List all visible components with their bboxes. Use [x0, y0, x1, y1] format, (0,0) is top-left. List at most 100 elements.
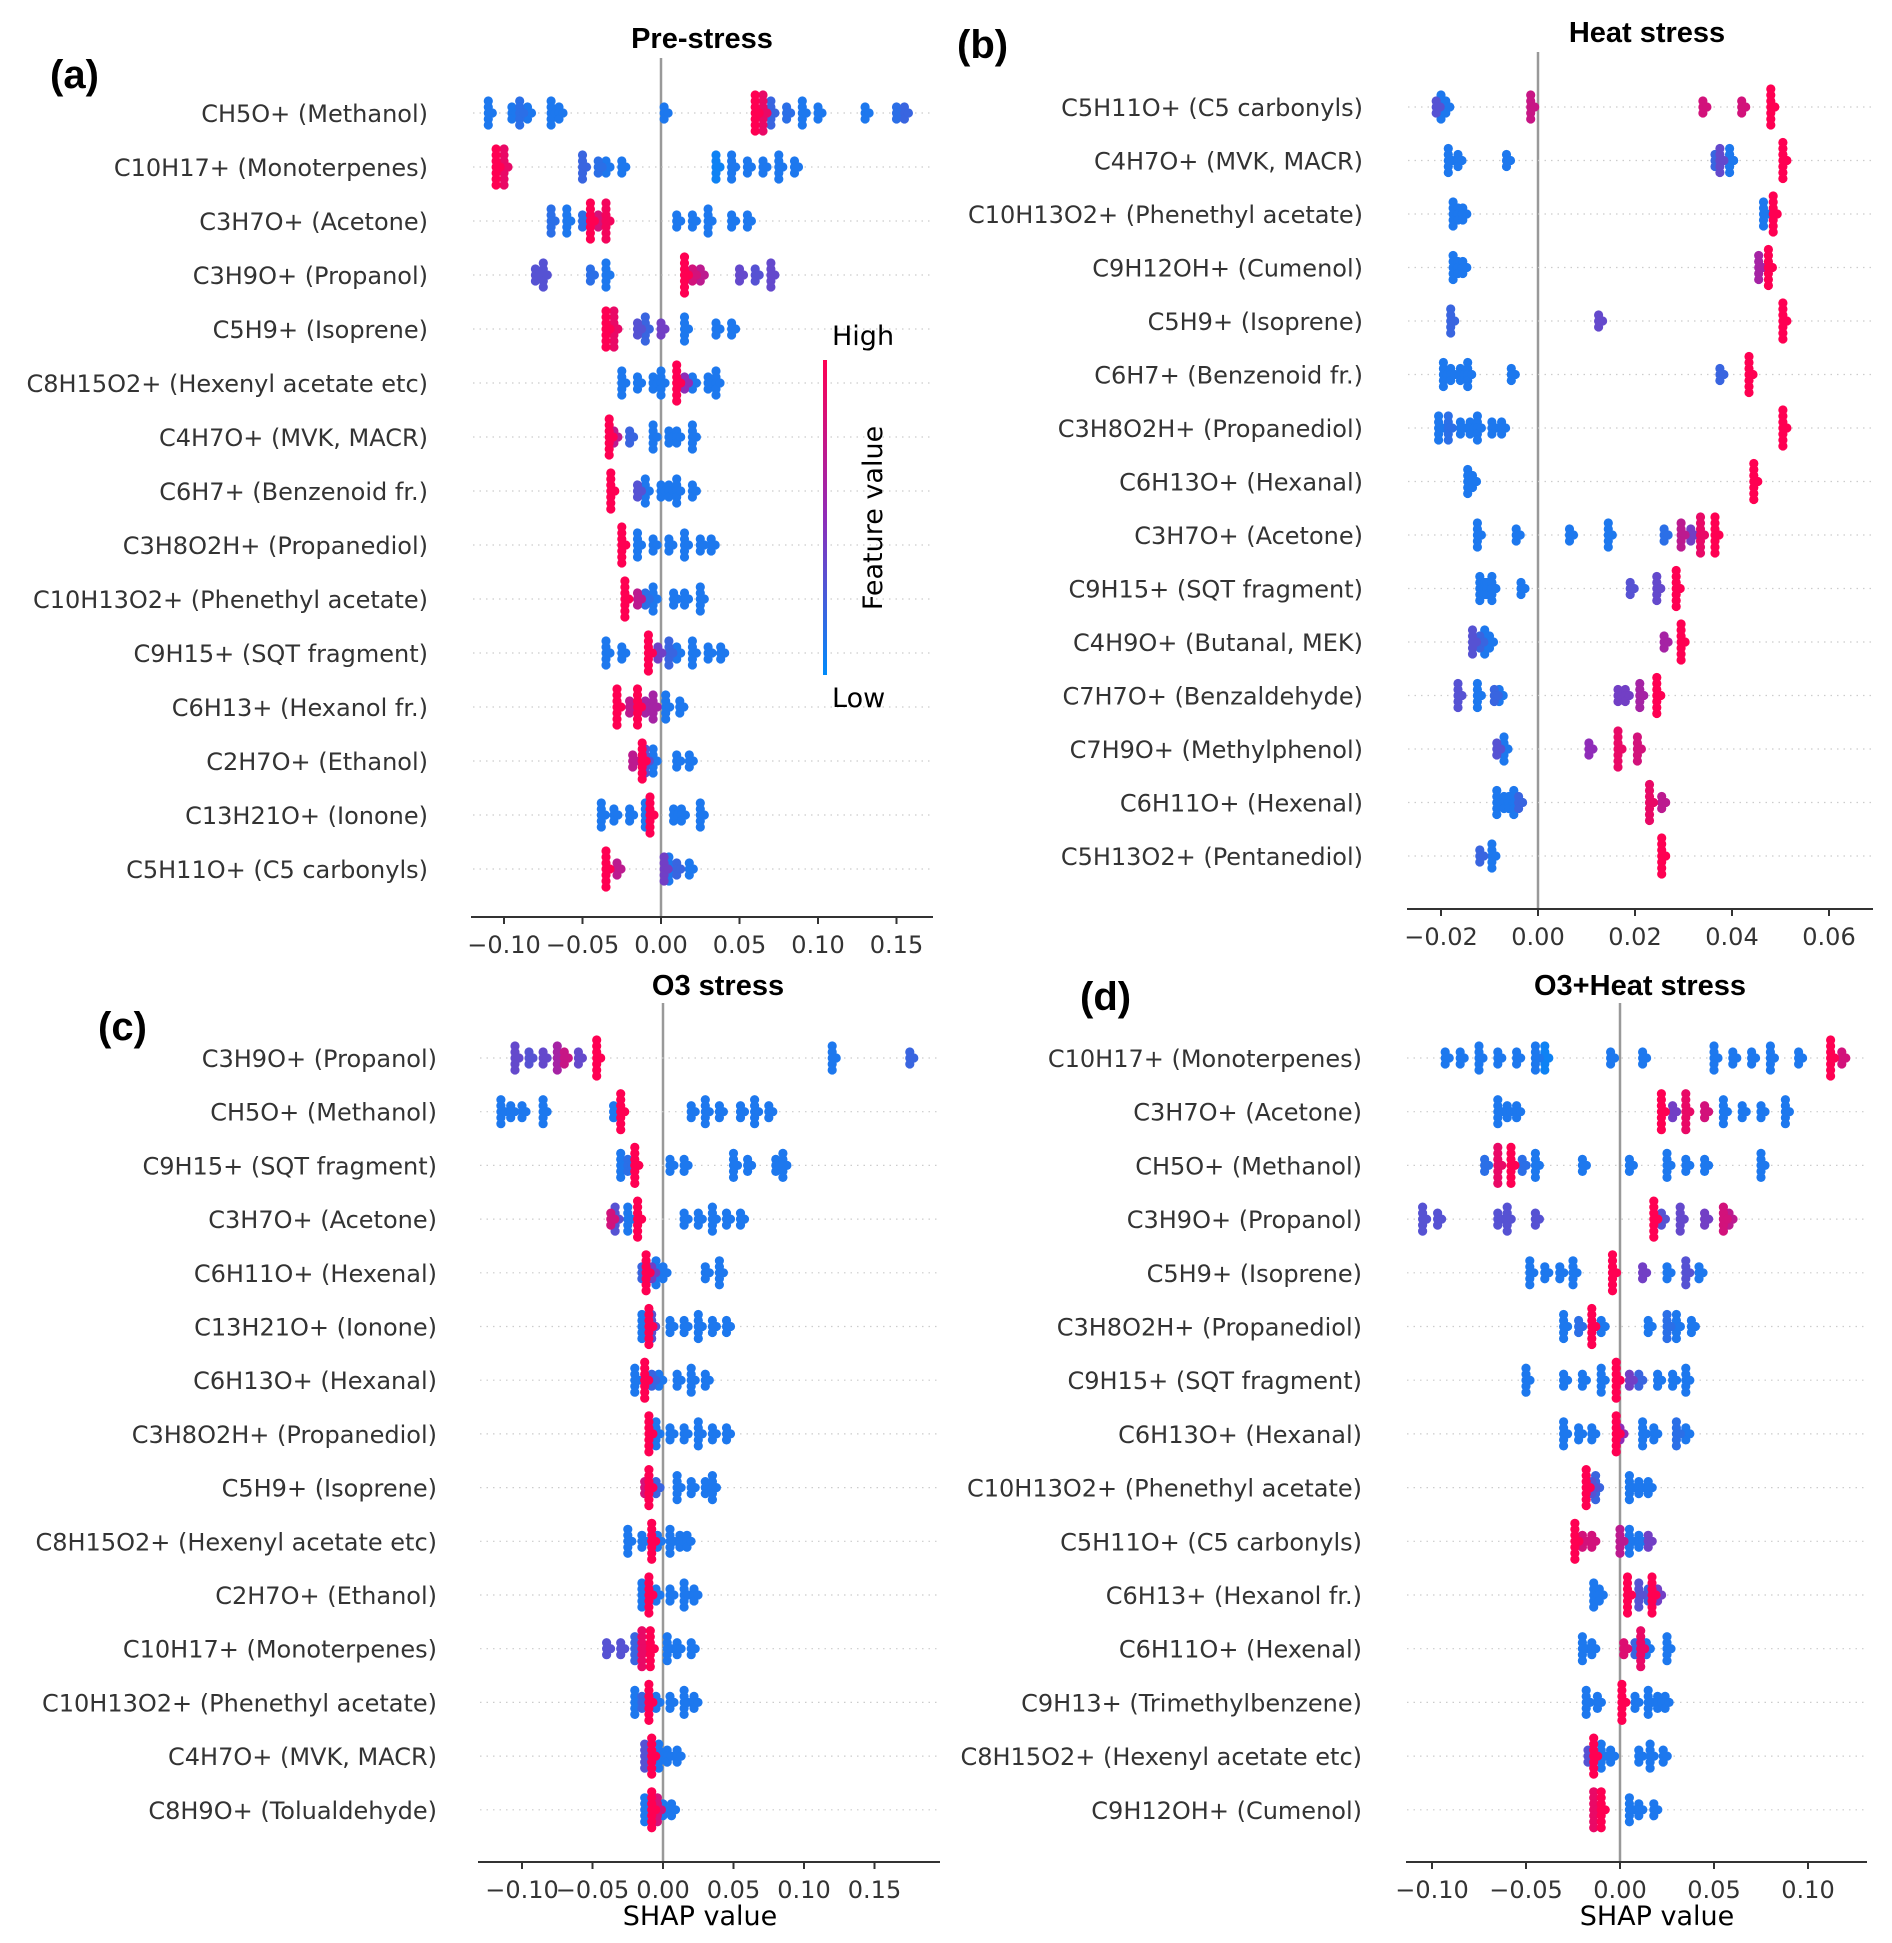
feature-label: C5H11O+ (C5 carbonyls)	[126, 856, 428, 884]
shap-point	[1680, 637, 1690, 647]
shap-point	[1600, 1375, 1610, 1385]
x-axis-label: SHAP value	[1580, 1901, 1735, 1932]
shap-point	[1784, 1107, 1794, 1117]
shap-point	[620, 1644, 630, 1654]
feature-label: C6H13O+ (Hexanal)	[193, 1367, 437, 1395]
shap-point	[762, 108, 772, 118]
shap-point	[679, 1602, 689, 1612]
shap-point	[1680, 530, 1690, 540]
shap-point	[762, 162, 772, 172]
shap-point	[1704, 1107, 1714, 1117]
feature-label: C8H9O+ (Tolualdehyde)	[148, 1797, 437, 1825]
shap-point	[1782, 423, 1792, 433]
shap-point	[1778, 173, 1788, 184]
shap-point	[732, 1160, 743, 1170]
shap-point	[662, 1268, 672, 1278]
shap-point	[1467, 649, 1478, 659]
shap-point	[669, 1321, 679, 1332]
shap-point	[1729, 155, 1739, 166]
shap-point	[647, 1554, 657, 1564]
feature-row: C8H9O+ (Tolualdehyde)	[148, 1787, 940, 1833]
shap-point	[715, 324, 725, 334]
shap-point	[690, 1644, 700, 1654]
feature-row: C9H15+ (SQT fragment)	[142, 1142, 940, 1188]
feature-label: C6H13+ (Hexanol fr.)	[1106, 1582, 1362, 1610]
shap-point	[1505, 155, 1516, 166]
feature-label: C6H7+ (Benzenoid fr.)	[1094, 362, 1363, 390]
shap-point	[1635, 702, 1645, 713]
shap-point	[1634, 1697, 1644, 1707]
shap-point	[801, 108, 811, 118]
shap-point	[1753, 476, 1763, 487]
shap-point	[1666, 1160, 1676, 1170]
shap-point	[1647, 1483, 1657, 1493]
feature-row: C3H8O2H+ (Propanediol)	[1058, 405, 1873, 451]
feature-label: C3H8O2H+ (Propanediol)	[1057, 1314, 1362, 1342]
shap-point	[1675, 1321, 1685, 1332]
shap-point	[1479, 851, 1489, 861]
feature-label: C10H17+ (Monoterpenes)	[114, 154, 428, 182]
feature-row: C5H9+ (Isoprene)	[1147, 1250, 1867, 1296]
shap-point	[585, 234, 596, 244]
shap-point	[605, 324, 615, 334]
shap-point	[1610, 1751, 1620, 1761]
shap-point	[491, 180, 501, 190]
shap-point	[629, 810, 639, 820]
shap-point	[592, 1071, 602, 1081]
shap-point	[1591, 1536, 1601, 1546]
shap-point	[1748, 369, 1758, 380]
shap-point	[600, 810, 610, 820]
shap-point	[644, 1375, 654, 1385]
shap-point	[1463, 381, 1473, 392]
shap-point	[1653, 1805, 1663, 1815]
shap-point	[1632, 756, 1642, 766]
shap-point	[596, 822, 606, 832]
shap-point	[1768, 227, 1778, 237]
shap-point	[651, 1805, 661, 1815]
shap-point	[1487, 863, 1497, 873]
shap-point	[1589, 1602, 1599, 1612]
feature-row: C5H13O2+ (Pentanediol)	[1061, 833, 1873, 879]
shap-point	[655, 1697, 665, 1707]
shap-point	[643, 666, 654, 676]
shap-point	[691, 270, 702, 280]
shap-point	[1698, 1268, 1708, 1278]
shap-point	[652, 432, 662, 442]
shap-point	[648, 444, 658, 454]
feature-row: C6H13O+ (Hexanal)	[1119, 458, 1873, 505]
shap-point	[1496, 744, 1506, 754]
x-tick-label: −0.10	[485, 1876, 559, 1904]
shap-point	[1568, 1280, 1578, 1290]
shap-point	[1491, 583, 1501, 594]
colorbar: High Low Feature value	[823, 321, 894, 714]
shap-point	[1518, 797, 1528, 808]
shap-point	[1749, 494, 1759, 505]
shap-point	[1476, 530, 1486, 540]
shap-point	[577, 1053, 588, 1063]
panel-a: (a) Pre-stress CH5O+ (Methanol) C10H17+ (Mo…	[26, 23, 933, 959]
shap-point	[1525, 1280, 1535, 1290]
shap-point	[1769, 1053, 1779, 1063]
shap-point	[680, 810, 691, 820]
shap-point	[589, 270, 600, 280]
shap-point	[1676, 542, 1686, 552]
shap-point	[711, 1483, 722, 1493]
feature-label: CH5O+ (Methanol)	[1135, 1152, 1362, 1180]
x-tick-label: −0.05	[556, 1876, 630, 1904]
x-tick-label: 0.15	[848, 1876, 901, 1904]
shap-point	[630, 1178, 640, 1188]
feature-label: C3H9O+ (Propanol)	[202, 1045, 437, 1073]
shap-point	[1647, 1536, 1657, 1546]
shap-point	[697, 1214, 707, 1224]
feature-row: C6H13+ (Hexanol fr.)	[1106, 1572, 1867, 1618]
shap-point	[1666, 1268, 1676, 1278]
shap-point	[1634, 1602, 1644, 1612]
shap-point	[1530, 1065, 1540, 1075]
shap-point	[636, 540, 647, 550]
feature-row: CH5O+ (Methanol)	[201, 90, 933, 136]
shap-point	[1685, 1375, 1695, 1385]
shap-point	[1638, 1751, 1648, 1761]
shap-point	[1434, 435, 1444, 445]
shap-point	[601, 234, 611, 244]
shap-point	[1471, 476, 1482, 487]
